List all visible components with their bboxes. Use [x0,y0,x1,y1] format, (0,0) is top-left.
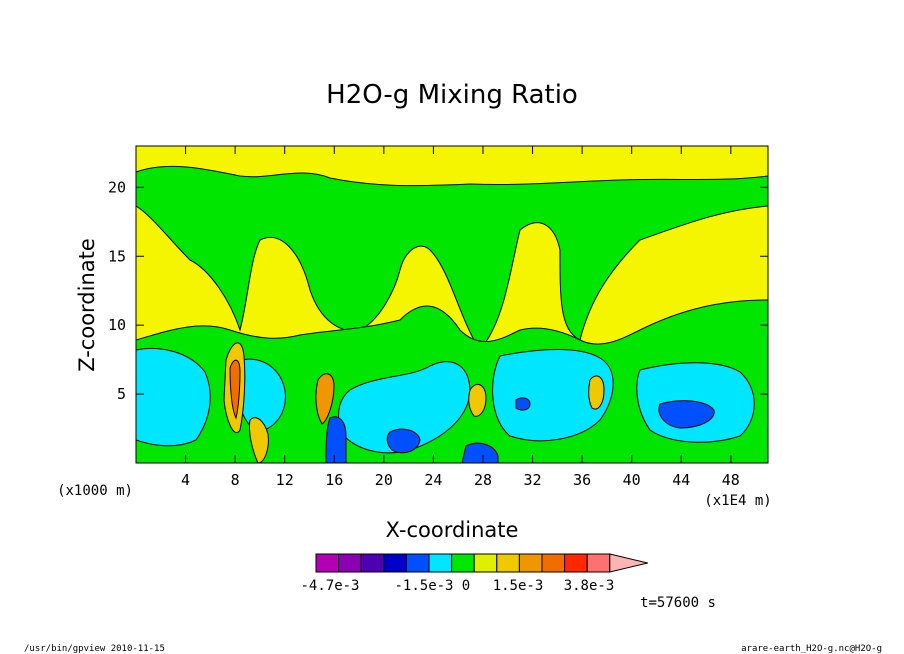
colorbar-swatch [428,553,453,573]
colorbar-label: -4.7e-3 [300,578,359,594]
y-unit-label: (x1000 m) [57,483,133,499]
blue-core-44 [658,400,715,429]
orange-core-10 [249,417,269,463]
green-upper-band [136,165,768,351]
blue-core-31 [515,397,531,411]
colorbar-swatch [315,553,340,573]
cyan-area-right [492,349,614,442]
colorbar-swatch [473,553,498,573]
colorbar-label: 1.5e-3 [493,578,544,594]
x-axis-label: X-coordinate [386,518,519,542]
brown-core-8 [229,359,241,420]
x-tick-label: 36 [573,471,591,489]
colorbar-swatch [496,553,520,573]
time-label: t=57600 s [640,595,716,611]
chart-title: H2O-g Mixing Ratio [326,80,578,110]
footer-left: /usr/bin/gpview 2010-11-15 [24,644,165,654]
colorbar-swatch [564,553,588,573]
x-tick-label: 24 [424,471,442,489]
colorbar-label: 0 [462,578,470,594]
colorbar-label: -1.5e-3 [394,578,453,594]
x-tick-label: 28 [474,471,492,489]
contour-regions [136,165,768,463]
x-tick-label: 32 [524,471,542,489]
blue-core-16 [325,416,347,463]
orange-core-28 [468,383,487,417]
colorbar-labels: -4.7e-3 -1.5e-3 0 1.5e-3 3.8e-3 [300,578,614,594]
y-tick-label: 5 [117,385,126,403]
colorbar-swatch [338,553,362,573]
blue-core-22 [386,428,421,454]
y-tick-label: 10 [108,316,126,334]
cyan-area-left [136,347,211,447]
orange-core-37 [588,375,605,410]
plot-frame [135,145,769,464]
footer-right: arare-earth_H2O-g.nc@H2O-g [741,644,882,654]
x-tick-label: 20 [375,471,393,489]
y-tick-label: 20 [108,178,126,196]
x-tick-label: 8 [231,471,240,489]
colorbar-swatch [405,553,430,573]
y-axis-ticks: 5 10 15 20 [108,178,768,403]
x-tick-label: 40 [623,471,641,489]
y-axis-label: Z-coordinate [75,238,99,372]
colorbar-swatch [360,553,385,573]
colorbar-swatch [383,553,407,573]
colorbar-label: 3.8e-3 [564,578,615,594]
blue-core-28 [461,442,499,463]
colorbar-swatch [541,553,566,573]
x-tick-label: 12 [276,471,294,489]
colorbar-arrow [609,553,648,573]
colorbar-swatch [586,553,611,573]
orange-core-15 [315,373,335,425]
colorbar [315,553,648,573]
x-tick-label: 4 [181,471,190,489]
colorbar-swatch [518,553,543,573]
x-axis-ticks: 4 8 12 16 20 24 28 32 36 40 44 48 [181,146,740,489]
x-tick-label: 16 [325,471,343,489]
x-tick-label: 44 [672,471,690,489]
x-tick-label: 48 [722,471,740,489]
y-tick-label: 15 [108,247,126,265]
colorbar-swatch [451,553,475,573]
x-unit-label: (x1E4 m) [704,493,771,509]
